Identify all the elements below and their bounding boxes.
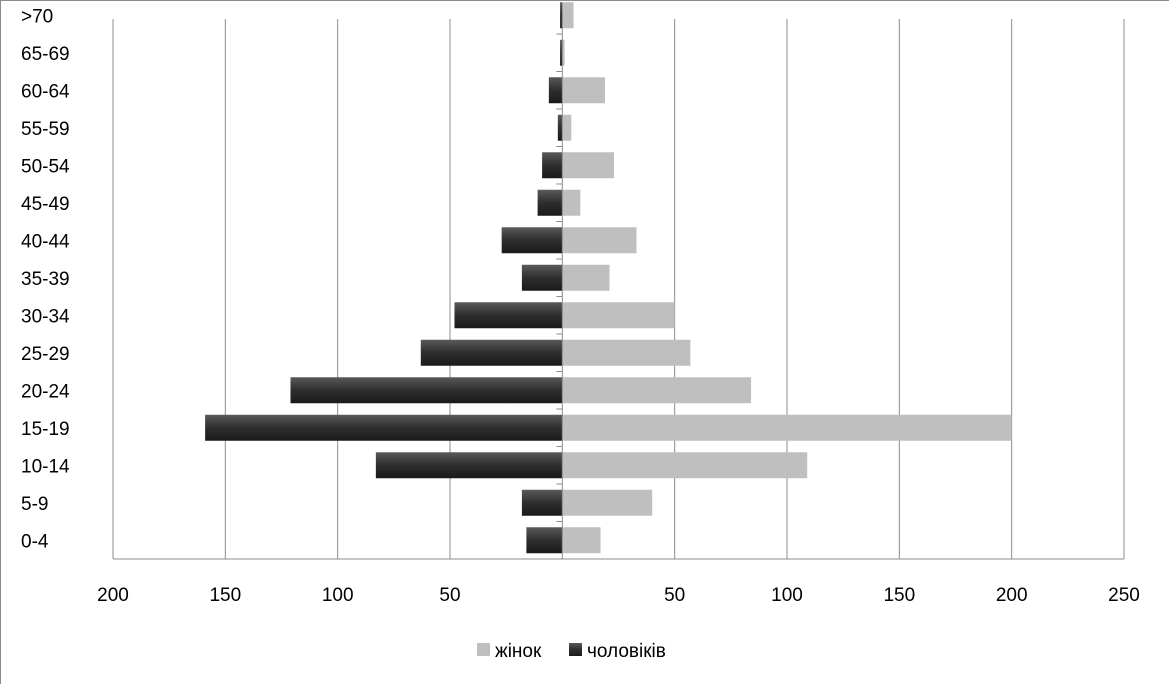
bar-cholovikiv	[521, 489, 563, 516]
bars	[205, 2, 1012, 554]
bar-zhinok	[562, 114, 572, 141]
bar-zhinok	[562, 227, 637, 254]
y-tick-label: 10-14	[21, 456, 70, 477]
bar-zhinok	[562, 489, 653, 516]
legend-label-cholovikiv: чоловіків	[587, 641, 666, 662]
legend: жінок чоловіків	[477, 641, 666, 662]
y-tick-label: 40-44	[21, 231, 70, 252]
x-tick-label: 100	[322, 585, 354, 606]
x-tick-label: 50	[439, 585, 460, 606]
bar-cholovikiv	[521, 264, 563, 291]
bar-cholovikiv	[454, 302, 563, 329]
bar-cholovikiv	[548, 77, 563, 104]
y-tick-label: >70	[21, 6, 53, 27]
bar-cholovikiv	[205, 414, 563, 441]
y-tick-label: 45-49	[21, 194, 70, 215]
y-tick-label: 20-24	[21, 381, 70, 402]
bar-zhinok	[562, 39, 565, 66]
y-tick-label: 15-19	[21, 419, 70, 440]
bar-zhinok	[562, 414, 1012, 441]
y-tick-label: 60-64	[21, 81, 70, 102]
legend-label-zhinok: жінок	[495, 641, 542, 662]
bar-zhinok	[562, 152, 615, 179]
x-tick-label: 100	[771, 585, 803, 606]
bar-zhinok	[562, 2, 574, 29]
bar-zhinok	[562, 264, 610, 291]
bar-cholovikiv	[290, 377, 563, 404]
bar-cholovikiv	[557, 114, 563, 141]
bar-zhinok	[562, 77, 606, 104]
y-tick-label: 0-4	[21, 531, 49, 552]
bar-zhinok	[562, 339, 691, 366]
x-tick-label: 150	[883, 585, 915, 606]
bar-zhinok	[562, 302, 675, 329]
legend-swatch-cholovikiv	[569, 643, 582, 656]
y-tick-label: 65-69	[21, 44, 70, 65]
x-tick-label: 200	[996, 585, 1028, 606]
bar-cholovikiv	[420, 339, 563, 366]
bar-cholovikiv	[501, 227, 563, 254]
x-tick-label: 250	[1108, 585, 1140, 606]
grid-lines	[112, 19, 1125, 559]
bar-zhinok	[562, 377, 752, 404]
bar-cholovikiv	[560, 39, 563, 66]
legend-swatch-zhinok	[477, 643, 490, 656]
bar-zhinok	[562, 452, 808, 479]
bar-cholovikiv	[375, 452, 563, 479]
x-tick-label: 150	[209, 585, 241, 606]
y-tick-label: 25-29	[21, 344, 70, 365]
y-tick-label: 55-59	[21, 119, 70, 140]
y-tick-label: 30-34	[21, 306, 70, 327]
x-tick-label: 200	[97, 585, 129, 606]
bar-cholovikiv	[537, 189, 563, 216]
y-tick-label: 35-39	[21, 269, 70, 290]
bar-cholovikiv	[560, 2, 563, 29]
x-tick-label: 50	[664, 585, 685, 606]
bar-cholovikiv	[542, 152, 563, 179]
axes: 200 150 100 50 50 100 150 200 250 0-4 5-9 10-14 15-1…	[21, 6, 1140, 606]
bar-zhinok	[562, 189, 581, 216]
y-tick-label: 50-54	[21, 156, 70, 177]
bar-zhinok	[562, 527, 601, 554]
bar-cholovikiv	[526, 527, 563, 554]
y-tick-label: 5-9	[21, 494, 48, 515]
